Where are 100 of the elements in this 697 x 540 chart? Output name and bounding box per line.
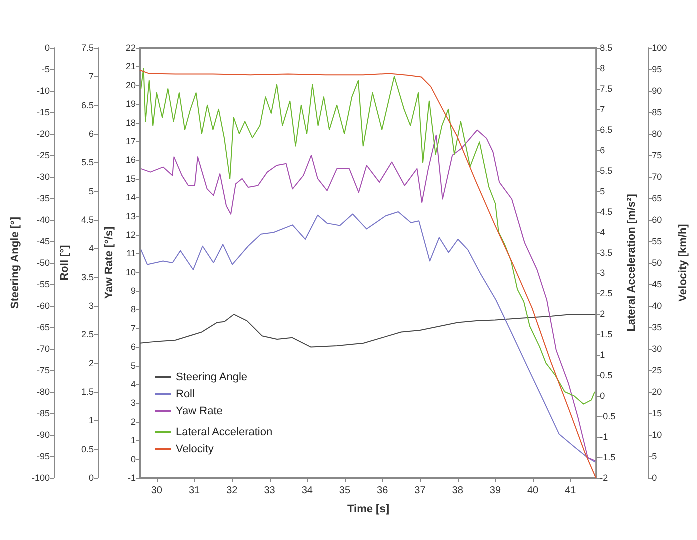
y3-tick-label: 3 (130, 398, 136, 408)
y2-tick-label: 25 (652, 366, 662, 376)
y2-tick-label: 55 (652, 236, 662, 246)
y2-tick-label: 3.5 (81, 272, 94, 282)
y2-tick-label: 60 (652, 215, 662, 225)
y2-tick-label: 3 (88, 301, 94, 311)
y-tick-label: 6.5 (600, 124, 613, 135)
y-tick-label: -55 (36, 280, 50, 290)
y2-tick-label: 6.5 (81, 100, 94, 110)
y3-tick-label: 18 (126, 118, 136, 128)
x-tick-label: 38 (452, 486, 464, 496)
y3-tick-label: 5 (130, 360, 136, 371)
y-tick-label: -45 (36, 236, 50, 246)
y3-tick-label: 16 (126, 155, 136, 166)
y3-tick-label: 0 (130, 454, 136, 464)
y-tick-label: 3 (600, 268, 606, 278)
x-tick-label: 31 (188, 486, 201, 496)
y2-tick-label: 5 (652, 452, 658, 462)
y3-tick-label: 1 (130, 436, 136, 446)
y2-tick-label: 45 (652, 280, 662, 290)
y3-tick-label: 7 (130, 323, 136, 334)
y-tick-label: -1.5 (600, 452, 616, 463)
legend-label: Yaw Rate (176, 406, 223, 418)
y-tick-label: 0 (44, 43, 50, 53)
y2-tick-label: 2.5 (81, 330, 94, 340)
x-tick-label: 35 (339, 486, 351, 496)
y2-tick-label: 75 (652, 150, 662, 160)
y-axis-title: Steering Angle [°] (10, 216, 22, 309)
y-tick-label: 5.5 (600, 166, 613, 176)
y-tick-label: -15 (36, 108, 50, 118)
y3-tick-label: 14 (126, 192, 136, 203)
y-tick-label: -5 (42, 64, 50, 74)
y-tick-label: 1.5 (600, 330, 613, 340)
y2-axis-title: Velocity [km/h] (678, 224, 690, 302)
y2-tick-label: 70 (652, 172, 662, 182)
y3-tick-label: 20 (126, 80, 136, 90)
y3-tick-label: -1 (128, 473, 136, 483)
y-tick-label: -80 (36, 387, 50, 397)
y2-tick-label: 65 (652, 194, 662, 204)
y-tick-label: 8 (600, 63, 606, 74)
y-tick-label: 2 (600, 309, 606, 320)
y-tick-label: 0 (600, 391, 606, 402)
line-series (140, 130, 596, 462)
x-tick-label: 40 (527, 486, 540, 496)
x-tick-label: 30 (151, 486, 163, 496)
x-axis-title: Time [s] (348, 504, 390, 516)
y2-tick-label: 20 (652, 387, 662, 397)
y-axis-title: Lateral Acceleration [m/s²] (626, 194, 638, 332)
y-tick-label: -85 (36, 408, 50, 418)
line-series (140, 68, 596, 405)
y3-tick-label: 2 (130, 416, 136, 427)
x-tick-label: 41 (565, 486, 577, 496)
y3-tick-label: 17 (126, 136, 136, 146)
y2-tick-label: 30 (652, 344, 662, 354)
line-series (140, 314, 598, 348)
x-tick-label: 39 (490, 486, 502, 496)
y-tick-label: -70 (36, 344, 50, 354)
y-tick-label: 5 (600, 186, 606, 196)
y3-tick-label: 21 (126, 62, 136, 72)
y2-tick-label: 15 (652, 408, 662, 418)
x-tick-label: 34 (302, 486, 314, 496)
y-tick-label: -100 (32, 473, 50, 483)
y2-tick-label: 35 (652, 322, 662, 332)
y3-tick-label: 6 (130, 342, 136, 352)
y-tick-label: 3.5 (600, 248, 613, 258)
legend-label: Roll (176, 388, 195, 400)
y-tick-label: -25 (36, 150, 50, 160)
y2-tick-label: 90 (652, 86, 662, 96)
y-tick-label: -35 (36, 194, 50, 204)
y-tick-label: 4 (600, 227, 606, 238)
y3-axis-title: Yaw Rate [°/s] (104, 226, 116, 300)
x-tick-label: 32 (226, 486, 238, 496)
legend-label: Lateral Acceleration (176, 426, 273, 438)
y-tick-label: 4.5 (600, 206, 613, 217)
y3-tick-label: 4 (130, 380, 136, 390)
y2-tick-label: 50 (652, 258, 662, 268)
y-tick-label: -90 (36, 430, 50, 440)
y3-tick-label: 9 (130, 286, 136, 296)
y-tick-label: 7 (600, 104, 606, 114)
y-tick-label: 0.5 (600, 370, 613, 381)
y2-tick-label: 0 (652, 473, 658, 483)
y2-axis-title: Roll [°] (59, 244, 72, 281)
y2-tick-label: 100 (652, 43, 668, 53)
x-tick-label: 36 (377, 486, 389, 496)
y2-tick-label: 4.5 (81, 215, 94, 225)
y3-tick-label: 10 (126, 267, 136, 278)
y2-tick-label: 6 (88, 129, 94, 139)
y-tick-label: -75 (36, 366, 50, 376)
y2-tick-label: 5.5 (81, 158, 94, 168)
y-tick-label: 7.5 (600, 84, 613, 94)
legend-label: Velocity (176, 444, 214, 456)
y-tick-label: -65 (36, 322, 50, 332)
y-tick-label: -50 (36, 258, 50, 268)
y2-tick-label: 1 (88, 416, 94, 426)
y2-tick-label: 95 (652, 64, 662, 74)
y-tick-label: -40 (36, 215, 50, 225)
y3-tick-label: 22 (126, 43, 136, 53)
y-tick-label: 6 (600, 145, 606, 156)
line-series (140, 70, 597, 478)
y-tick-label: 8.5 (600, 43, 613, 53)
